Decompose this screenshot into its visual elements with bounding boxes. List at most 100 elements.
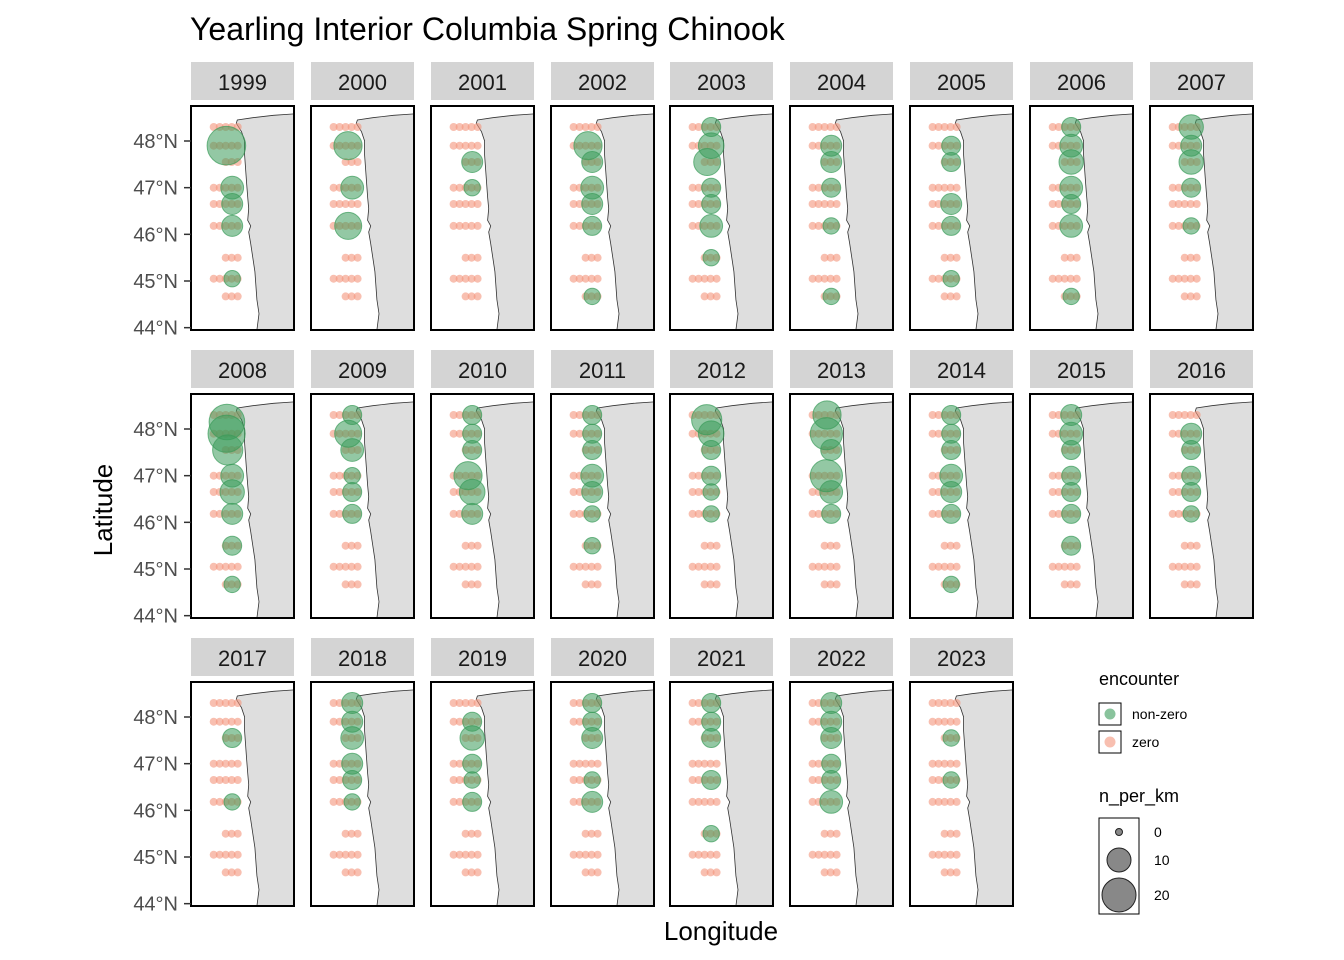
encounter-point: [583, 505, 601, 523]
encounter-point: [458, 478, 486, 506]
facet-strip: [311, 350, 414, 388]
zero-station-point: [569, 850, 578, 859]
zero-station-point: [928, 699, 937, 707]
zero-station-point: [467, 829, 476, 838]
zero-station-point: [233, 717, 242, 726]
zero-station-point: [461, 141, 470, 150]
zero-station-point: [227, 717, 236, 726]
legend-size-label: 0: [1154, 824, 1162, 840]
facet-year-label: 2017: [218, 646, 267, 671]
zero-station-point: [952, 292, 961, 301]
zero-station-point: [593, 274, 602, 283]
encounter-point: [581, 790, 604, 813]
zero-station-point: [221, 759, 230, 768]
zero-station-point: [575, 759, 584, 768]
zero-station-point: [581, 868, 590, 877]
zero-station-point: [347, 200, 356, 208]
zero-station-point: [688, 850, 697, 859]
zero-station-point: [467, 141, 476, 150]
zero-station-point: [808, 562, 817, 571]
zero-station-point: [215, 699, 224, 707]
zero-station-point: [1180, 274, 1189, 283]
encounter-point: [1061, 482, 1082, 502]
zero-station-point: [928, 717, 937, 726]
zero-station-point: [581, 562, 590, 571]
zero-station-point: [233, 868, 242, 877]
zero-station-point: [461, 541, 470, 550]
zero-station-point: [1168, 221, 1177, 230]
zero-station-point: [455, 183, 464, 192]
zero-station-point: [569, 471, 578, 480]
encounter-point: [581, 193, 604, 215]
facet-panel-2006: 2006: [1029, 62, 1134, 331]
panel-border: [310, 681, 415, 907]
zero-station-point: [575, 699, 584, 707]
zero-station-point: [928, 488, 937, 496]
zero-station-point: [341, 123, 350, 131]
zero-station-point: [706, 292, 715, 301]
zero-station-point: [347, 868, 356, 877]
zero-station-point: [832, 541, 841, 550]
zero-station-point: [946, 292, 955, 301]
zero-station-point: [832, 562, 841, 571]
coastline-land: [475, 113, 535, 331]
zero-station-point: [946, 717, 955, 726]
zero-station-point: [694, 717, 703, 726]
zero-station-point: [1048, 509, 1057, 518]
zero-station-point: [934, 562, 943, 571]
facet-strip: [1030, 62, 1133, 100]
zero-station-point: [952, 759, 961, 768]
legend-size-point: [1115, 828, 1123, 836]
zero-station-point: [221, 850, 230, 859]
encounter-point: [462, 405, 483, 425]
facet-panel-2007: 2007: [1149, 62, 1254, 331]
zero-station-point: [1186, 292, 1195, 301]
facet-year-label: 2014: [937, 358, 986, 383]
zero-station-point: [826, 868, 835, 877]
zero-station-point: [1054, 471, 1063, 480]
encounter-point: [1059, 214, 1084, 238]
zero-station-point: [329, 123, 338, 131]
zero-station-point: [215, 717, 224, 726]
zero-station-point: [473, 699, 482, 707]
zero-station-point: [353, 200, 362, 208]
zero-station-point: [233, 699, 242, 707]
zero-station-point: [233, 850, 242, 859]
facet-panel-2002: 2002: [550, 62, 655, 331]
zero-station-point: [814, 509, 823, 518]
panel-border: [1029, 105, 1134, 331]
zero-station-point: [341, 829, 350, 838]
encounter-point: [821, 503, 842, 524]
zero-station-point: [347, 541, 356, 550]
zero-station-point: [473, 123, 482, 131]
zero-station-point: [934, 183, 943, 192]
zero-station-point: [209, 562, 218, 571]
zero-station-point: [1174, 274, 1183, 283]
zero-station-point: [353, 850, 362, 859]
zero-station-point: [694, 274, 703, 283]
zero-station-point: [706, 541, 715, 550]
zero-station-point: [712, 274, 721, 283]
coastline-land: [475, 401, 535, 619]
legend-size-label: 10: [1154, 852, 1170, 868]
zero-station-point: [814, 123, 823, 131]
zero-station-point: [1168, 509, 1177, 518]
zero-station-point: [587, 562, 596, 571]
zero-station-point: [952, 829, 961, 838]
zero-station-point: [700, 868, 709, 877]
zero-station-point: [1174, 471, 1183, 480]
zero-station-point: [934, 776, 943, 784]
zero-station-point: [341, 200, 350, 208]
encounter-point: [701, 728, 722, 748]
zero-station-point: [940, 829, 949, 838]
zero-station-point: [946, 829, 955, 838]
panel-border: [310, 105, 415, 331]
zero-station-point: [1066, 580, 1075, 589]
zero-station-point: [814, 562, 823, 571]
zero-station-point: [347, 580, 356, 589]
facet-year-label: 2023: [937, 646, 986, 671]
encounter-point: [343, 793, 361, 811]
zero-station-point: [329, 274, 338, 283]
encounter-point: [701, 465, 722, 486]
zero-station-point: [952, 868, 961, 877]
